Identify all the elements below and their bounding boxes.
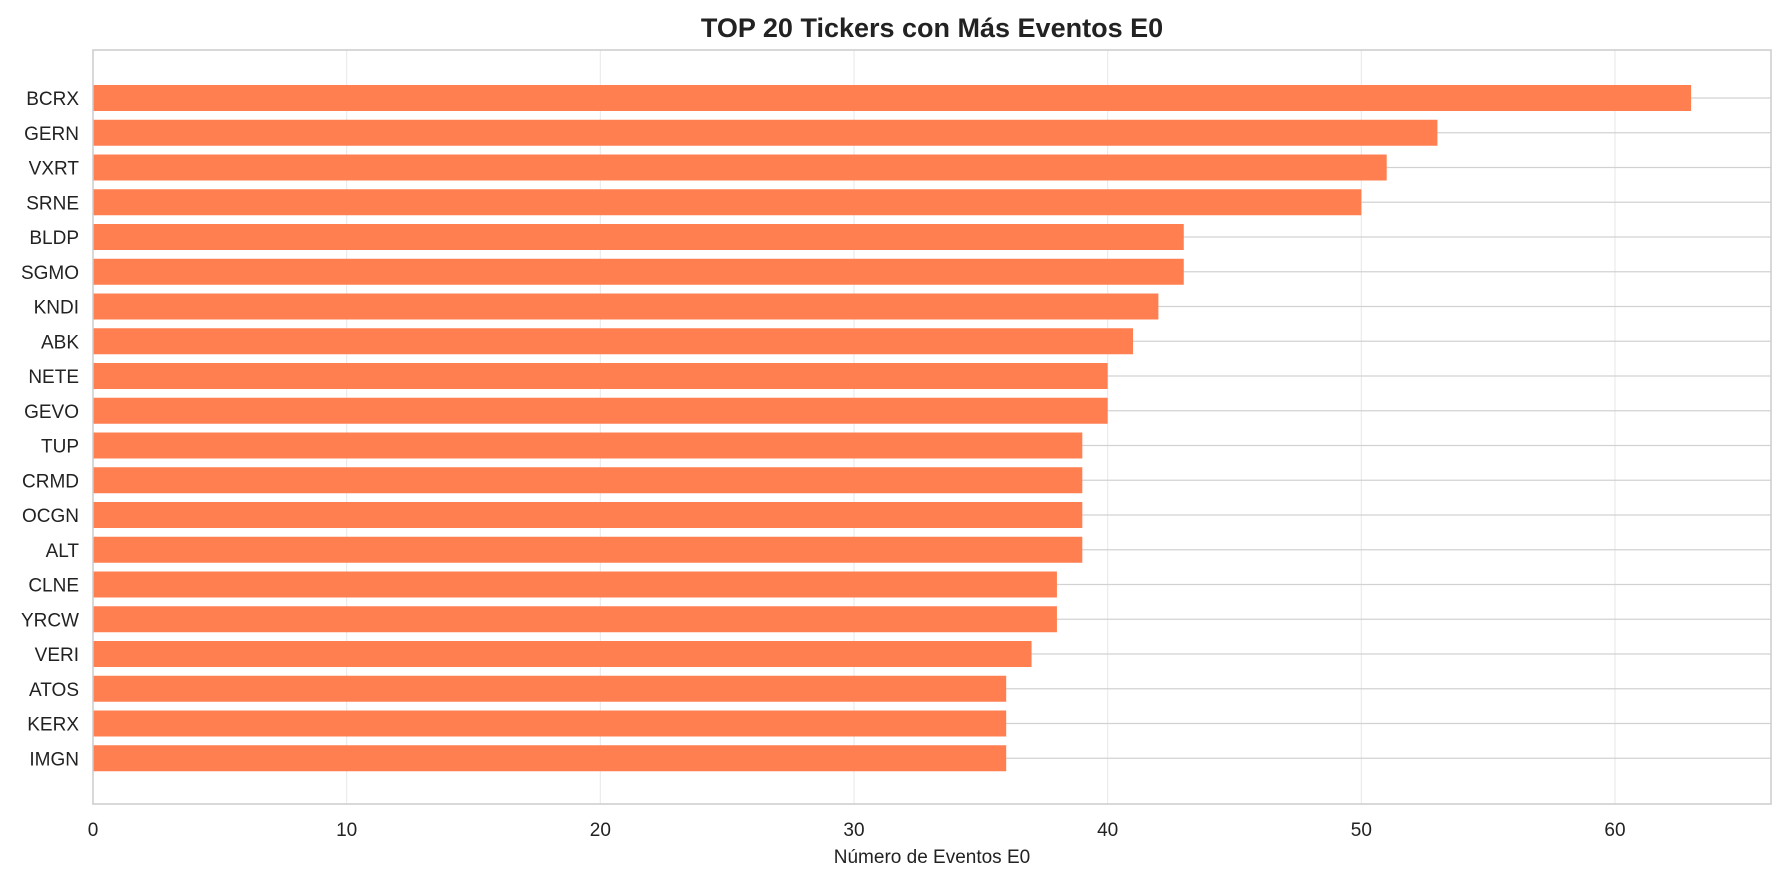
- y-tick-label: BCRX: [26, 89, 79, 110]
- y-tick-label: NETE: [28, 367, 79, 388]
- y-tick-label: ATOS: [29, 680, 79, 701]
- bar-atos: [93, 675, 1007, 702]
- y-tick-label: CRMD: [22, 471, 79, 492]
- y-tick-label: SRNE: [26, 193, 79, 214]
- bar-bldp: [93, 224, 1184, 250]
- y-tick-label: OCGN: [22, 506, 79, 527]
- bar-nete: [93, 363, 1108, 389]
- bar-gevo: [93, 397, 1108, 424]
- plot-frame: [92, 49, 1772, 805]
- y-tick-label: IMGN: [29, 749, 79, 770]
- x-tick-label: 0: [88, 820, 99, 841]
- bar-vxrt: [93, 154, 1387, 181]
- y-tick-label: VERI: [35, 645, 79, 666]
- bar-srne: [93, 189, 1362, 216]
- bar-yrcw: [93, 606, 1057, 633]
- bar-gern: [93, 119, 1438, 146]
- y-tick-label: KERX: [27, 715, 79, 736]
- bar-tup: [93, 432, 1083, 459]
- y-tick-label: TUP: [41, 437, 79, 458]
- y-tick-label: SGMO: [21, 263, 79, 284]
- bar-bcrx: [93, 85, 1692, 111]
- x-tick-label: 50: [1351, 820, 1372, 841]
- plot-area: BCRX GERN VXRT SRNE BLDP SGMO KNDI ABK NETE GEVO T…: [21, 49, 1772, 841]
- y-tick-label: ABK: [41, 332, 79, 353]
- bar-sgmo: [93, 258, 1184, 285]
- y-tick-label: BLDP: [29, 228, 79, 249]
- bar-ocgn: [93, 502, 1083, 528]
- bar-imgn: [93, 745, 1007, 772]
- bar-alt: [93, 536, 1083, 563]
- bar-veri: [93, 641, 1032, 667]
- bar-abk: [93, 328, 1134, 355]
- y-tick-label: GEVO: [24, 402, 79, 423]
- x-axis-label: Número de Eventos E0: [834, 847, 1030, 868]
- x-tick-label: 10: [336, 820, 357, 841]
- x-tick-label: 30: [843, 820, 864, 841]
- y-tick-label: ALT: [46, 541, 80, 562]
- y-tick-label: YRCW: [21, 610, 79, 631]
- x-tick-label: 20: [590, 820, 611, 841]
- x-tick-label: 60: [1604, 820, 1625, 841]
- y-tick-label: KNDI: [34, 298, 79, 319]
- y-tick-label: GERN: [24, 124, 79, 145]
- bar-kerx: [93, 710, 1007, 737]
- bar-clne: [93, 571, 1057, 598]
- bar-crmd: [93, 467, 1083, 494]
- chart-title: TOP 20 Tickers con Más Eventos E0: [701, 13, 1163, 43]
- y-tick-label: VXRT: [29, 159, 80, 180]
- y-tick-label: CLNE: [28, 576, 79, 597]
- x-tick-label: 40: [1097, 820, 1118, 841]
- bar-kndi: [93, 293, 1159, 320]
